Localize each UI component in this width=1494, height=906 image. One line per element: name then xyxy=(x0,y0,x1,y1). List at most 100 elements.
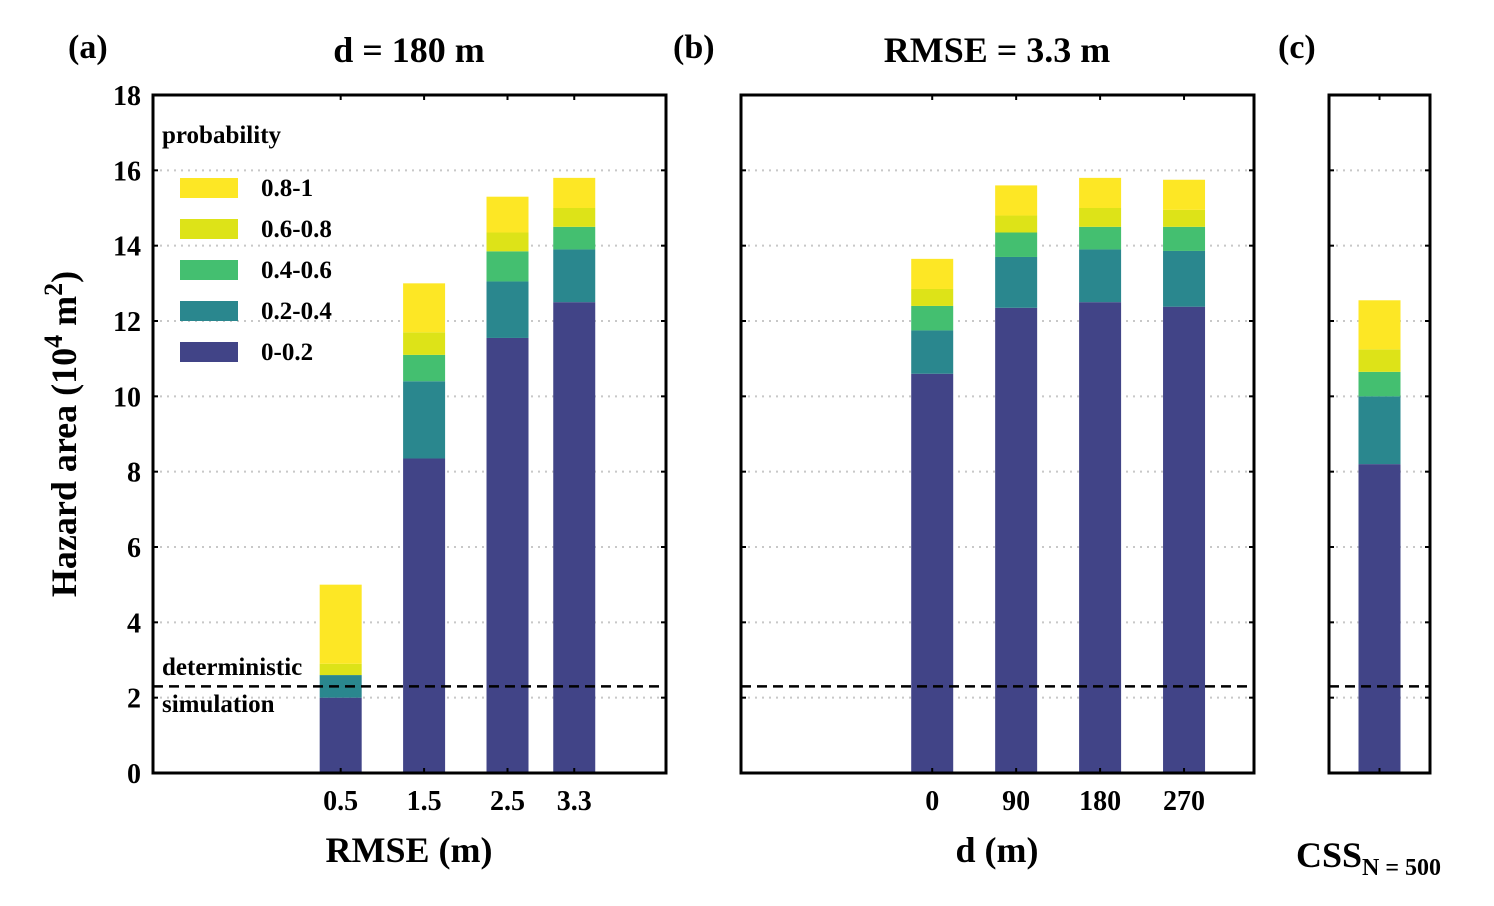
bar-segment-0.6-0.8 xyxy=(911,288,954,306)
legend-label: 0.4-0.6 xyxy=(261,257,332,284)
x-axis-label-c: CSSN = 500 xyxy=(1296,835,1441,881)
legend-label: 0-0.2 xyxy=(261,339,313,366)
bar-segment-0.2-0.4 xyxy=(911,330,954,374)
bar-segment-0.2-0.4 xyxy=(486,281,529,338)
y-tick-label: 8 xyxy=(127,458,141,489)
legend: probability 0.8-1 0.6-0.8 0.4-0.6 0.2-0.4 0-… xyxy=(162,122,332,366)
legend-swatch-0.8-1 xyxy=(180,178,238,198)
bar-segment-0.4-0.6 xyxy=(995,232,1038,257)
bar-segment-0.8-1 xyxy=(1163,179,1206,210)
bar-segment-0.6-0.8 xyxy=(486,232,529,252)
bar-segment-0-0.2 xyxy=(1358,464,1401,773)
legend-title: probability xyxy=(162,122,282,149)
bars-b xyxy=(911,177,1206,773)
bar-segment-0.4-0.6 xyxy=(1358,371,1401,397)
y-tick-label: 4 xyxy=(127,608,141,639)
bar-segment-0-0.2 xyxy=(403,458,446,773)
bar-segment-0.8-1 xyxy=(403,283,446,333)
y-tick-label: 2 xyxy=(127,684,141,715)
y-tick-label: 0 xyxy=(127,759,141,790)
y-tick-label: 14 xyxy=(113,232,141,263)
bar-segment-0.6-0.8 xyxy=(553,208,596,227)
y-tick-label: 6 xyxy=(127,533,141,564)
bar-segment-0.4-0.6 xyxy=(553,226,596,250)
panel-label-c: (c) xyxy=(1278,29,1316,66)
x-axis-label-a: RMSE (m) xyxy=(326,830,493,870)
bar-segment-0-0.2 xyxy=(911,373,954,773)
bar-segment-0-0.2 xyxy=(995,307,1038,773)
panel-label-a: (a) xyxy=(68,29,108,66)
bar-segment-0.4-0.6 xyxy=(403,354,446,382)
legend-label: 0.8-1 xyxy=(261,175,313,202)
y-tick-labels: 0 2 4 6 8 10 12 14 16 18 xyxy=(113,81,141,790)
bar-segment-0.8-1 xyxy=(1079,177,1122,208)
bar-segment-0.2-0.4 xyxy=(1079,249,1122,303)
y-tick-label: 16 xyxy=(113,156,141,187)
bar-segment-0.4-0.6 xyxy=(911,305,954,331)
x-tick-labels-b: 0 90 180 270 xyxy=(925,786,1205,817)
x-tick-label: 270 xyxy=(1163,786,1205,817)
bar-segment-0.6-0.8 xyxy=(1079,208,1122,227)
legend-label: 0.6-0.8 xyxy=(261,216,332,243)
bar-segment-0.2-0.4 xyxy=(403,381,446,459)
bar-segment-0.6-0.8 xyxy=(403,332,446,355)
plot-frame-a xyxy=(151,93,668,775)
x-tick-labels-a: 0.5 1.5 2.5 3.3 xyxy=(323,786,592,817)
legend-swatch-0-0.2 xyxy=(180,342,238,362)
bar-segment-0-0.2 xyxy=(1163,306,1206,773)
legend-swatch-0.2-0.4 xyxy=(180,301,238,321)
ticks-c xyxy=(1329,94,1430,774)
y-axis-label: Hazard area (104 m2) xyxy=(39,271,84,597)
panel-label-b: (b) xyxy=(673,29,715,66)
y-tick-label: 18 xyxy=(113,81,141,112)
bar-segment-0.2-0.4 xyxy=(995,256,1038,308)
panel-a: (a) d = 180 m RMSE (m) 0 2 4 6 8 10 12 14 16 18 0… xyxy=(39,29,668,870)
chart-title-b: RMSE = 3.3 m xyxy=(884,30,1111,70)
x-tick-label: 180 xyxy=(1079,786,1121,817)
bar-segment-0.8-1 xyxy=(486,196,529,233)
bar-segment-0.8-1 xyxy=(553,177,596,208)
bar-segment-0.8-1 xyxy=(1358,300,1401,350)
bar-segment-0.4-0.6 xyxy=(486,251,529,282)
panel-b: (b) RMSE = 3.3 m d (m) 0 90 180 270 xyxy=(673,29,1256,870)
ticks-a xyxy=(153,94,666,774)
bar-segment-0.2-0.4 xyxy=(1358,396,1401,465)
ticks-b xyxy=(741,94,1254,774)
legend-swatch-0.4-0.6 xyxy=(180,260,238,280)
x-axis-label-b: d (m) xyxy=(956,830,1039,870)
bar-segment-0.8-1 xyxy=(995,185,1038,216)
bar-segment-0-0.2 xyxy=(486,337,529,773)
bar-segment-0.2-0.4 xyxy=(553,249,596,303)
bar-segment-0.2-0.4 xyxy=(1163,250,1206,307)
panel-c: (c) CSSN = 500 xyxy=(1278,29,1441,881)
x-tick-label: 2.5 xyxy=(490,786,525,817)
bar-segment-0.6-0.8 xyxy=(1358,349,1401,372)
bar-segment-0.4-0.6 xyxy=(1079,226,1122,250)
y-tick-label: 10 xyxy=(113,382,141,413)
x-tick-label: 3.3 xyxy=(557,786,592,817)
bars-a xyxy=(319,177,596,773)
bar-segment-0.6-0.8 xyxy=(319,663,362,676)
bar-segment-0.6-0.8 xyxy=(1163,209,1206,227)
bar-segment-0.2-0.4 xyxy=(319,675,362,698)
legend-label: 0.2-0.4 xyxy=(261,298,332,325)
deterministic-label-line1: deterministic xyxy=(162,654,302,681)
x-tick-label: 90 xyxy=(1002,786,1030,817)
x-tick-label: 0.5 xyxy=(323,786,358,817)
bar-segment-0.6-0.8 xyxy=(995,215,1038,233)
x-tick-label: 1.5 xyxy=(407,786,442,817)
bar-segment-0-0.2 xyxy=(553,302,596,773)
bar-segment-0-0.2 xyxy=(319,697,362,773)
bar-segment-0.8-1 xyxy=(911,258,954,289)
bars-c xyxy=(1358,300,1401,773)
deterministic-label-line2: simulation xyxy=(162,691,275,718)
chart-title-a: d = 180 m xyxy=(333,30,485,70)
bar-segment-0.4-0.6 xyxy=(1163,226,1206,251)
bar-segment-0.8-1 xyxy=(319,584,362,664)
legend-swatch-0.6-0.8 xyxy=(180,219,238,239)
x-tick-label: 0 xyxy=(925,786,939,817)
y-tick-label: 12 xyxy=(113,307,141,338)
bar-segment-0-0.2 xyxy=(1079,302,1122,773)
plot-frame-b xyxy=(739,93,1256,775)
